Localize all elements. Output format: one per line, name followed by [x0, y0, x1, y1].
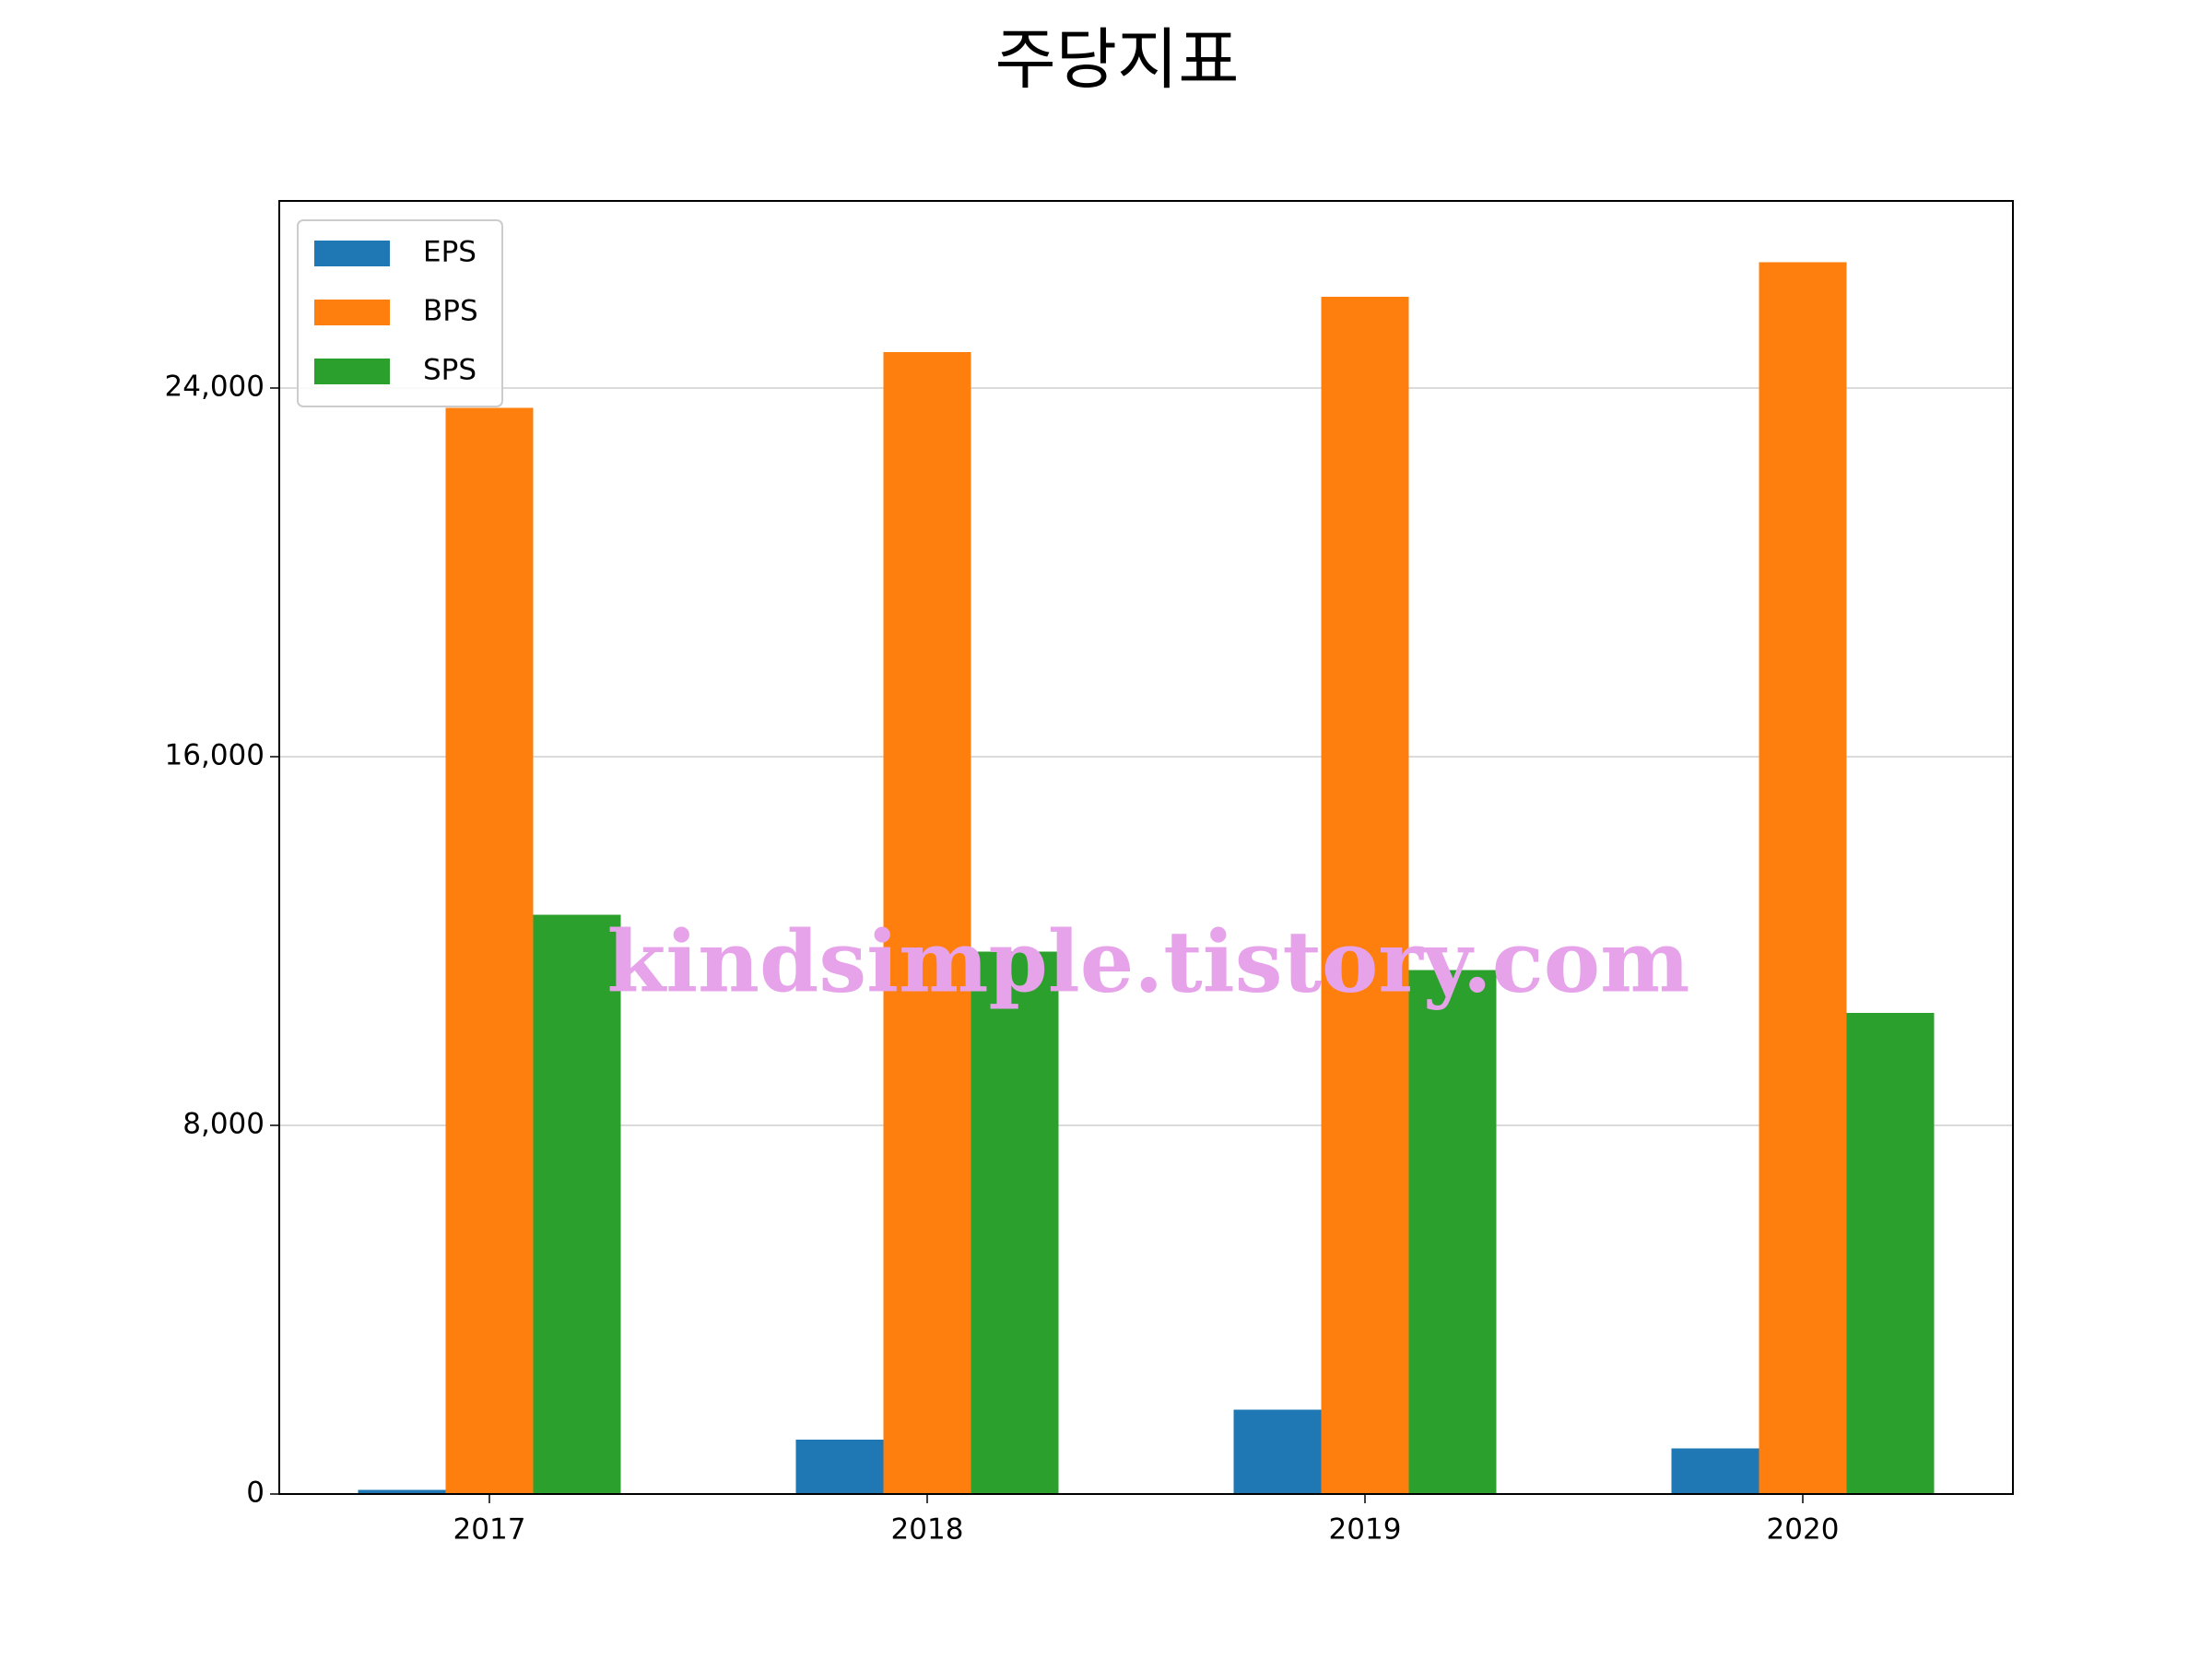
bar — [795, 1440, 884, 1494]
watermark: kindsimple.tistory.com — [606, 912, 1689, 1012]
legend-swatch — [314, 241, 390, 266]
bar — [1408, 970, 1497, 1494]
legend-label: EPS — [423, 236, 477, 269]
bar — [883, 352, 971, 1494]
legend-swatch — [314, 300, 390, 325]
bar — [1321, 297, 1409, 1494]
bar — [533, 914, 621, 1494]
chart-title: 주당지표 — [995, 21, 1240, 99]
y-tick-label: 24,000 — [165, 371, 265, 404]
bar — [1846, 1013, 1935, 1494]
legend-label: BPS — [423, 295, 478, 328]
y-tick-label: 16,000 — [165, 739, 265, 772]
bar — [358, 1489, 446, 1494]
legend-label: SPS — [423, 354, 477, 387]
x-tick-label: 2019 — [1329, 1513, 1402, 1547]
y-tick-label: 0 — [246, 1477, 265, 1510]
bar — [1671, 1448, 1759, 1494]
legend-swatch — [314, 359, 390, 384]
x-tick-label: 2018 — [891, 1513, 964, 1547]
bar — [1233, 1409, 1322, 1494]
y-tick-label: 8,000 — [182, 1108, 265, 1141]
bar — [971, 951, 1059, 1494]
plot-frame — [278, 200, 2014, 1495]
x-tick-label: 2020 — [1767, 1513, 1840, 1547]
bar — [445, 407, 534, 1494]
bar — [1759, 262, 1847, 1494]
x-tick-label: 2017 — [453, 1513, 526, 1547]
